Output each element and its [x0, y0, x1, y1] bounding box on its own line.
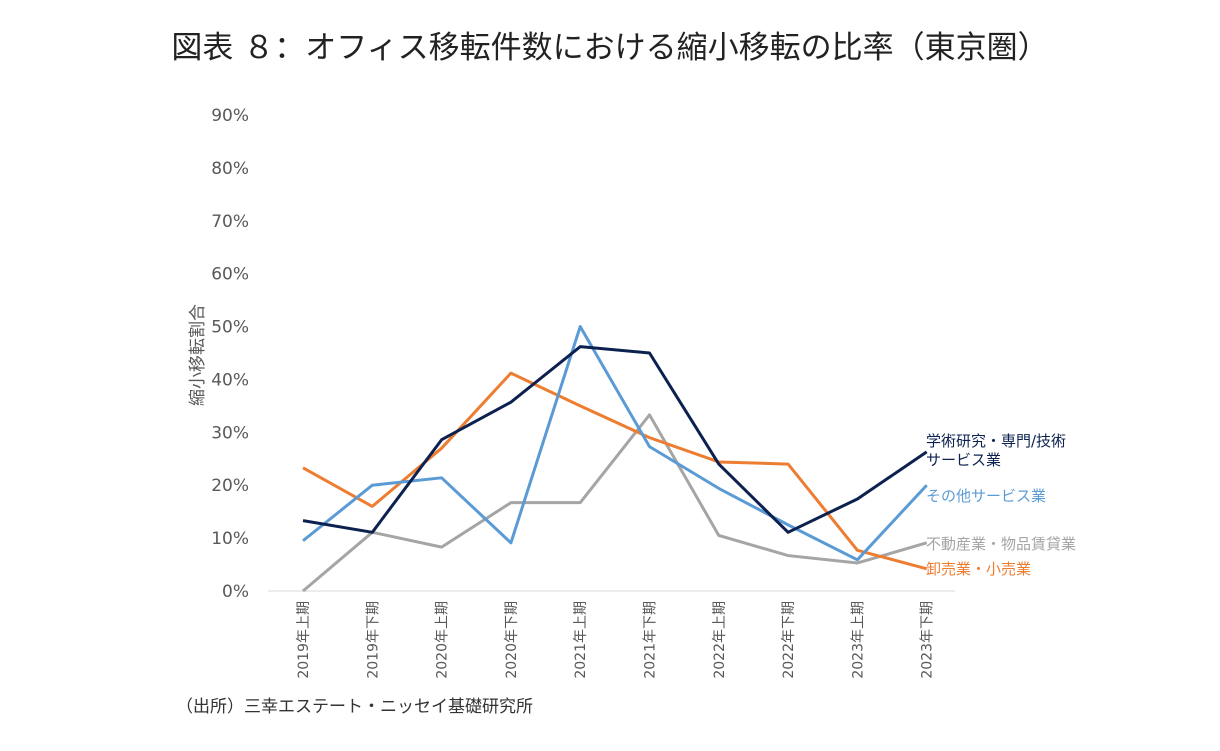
y-tick-label: 80%: [211, 159, 249, 179]
series-line: [302, 413, 928, 593]
x-tick-label: 2021年下期: [643, 601, 659, 679]
y-tick-label: 20%: [211, 476, 249, 496]
x-tick-label: 2020年上期: [435, 601, 451, 679]
x-tick-label: 2023年下期: [920, 601, 936, 679]
x-tick-label: 2022年下期: [781, 601, 797, 679]
legend-label: サービス業: [926, 451, 1001, 469]
series-line: [302, 345, 928, 534]
series-line: [302, 325, 928, 562]
x-tick-label: 2021年上期: [573, 601, 589, 679]
series-line: [302, 371, 928, 571]
legend-label: 不動産業・物品賃貸業: [926, 535, 1076, 553]
y-tick-label: 50%: [211, 318, 249, 338]
y-tick-label: 40%: [211, 370, 249, 390]
source-note: （出所）三幸エステート・ニッセイ基礎研究所: [176, 697, 533, 717]
y-tick-label: 30%: [211, 423, 249, 443]
y-tick-label: 60%: [211, 265, 249, 285]
x-tick-label: 2022年上期: [712, 601, 728, 679]
y-tick-label: 70%: [211, 212, 249, 232]
legend-label: 学術研究・専門/技術: [926, 432, 1066, 450]
x-tick-label: 2020年下期: [504, 601, 520, 679]
y-tick-label: 90%: [211, 106, 249, 126]
x-tick-label: 2023年上期: [850, 601, 866, 679]
y-tick-label: 10%: [211, 529, 249, 549]
x-tick-label: 2019年下期: [365, 601, 381, 679]
y-tick-label: 0%: [222, 582, 249, 602]
legend-label: 卸売業・小売業: [926, 560, 1031, 578]
chart-title: 図表 ８：オフィス移転件数における縮小移転の比率（東京圏）: [171, 30, 1049, 66]
x-tick-label: 2019年上期: [296, 601, 312, 679]
legend-label: その他サービス業: [926, 487, 1046, 505]
y-axis-label: 縮小移転割合: [188, 304, 208, 406]
